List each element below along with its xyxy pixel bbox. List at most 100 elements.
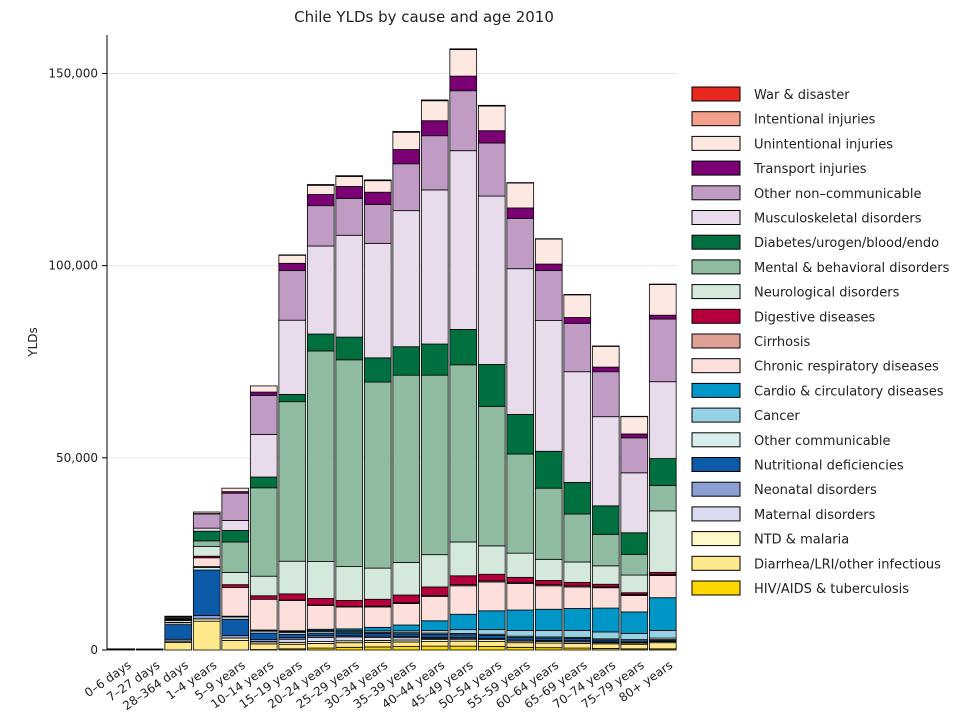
bar-segment [307,643,334,648]
legend-label: War & disaster [754,88,850,103]
legend-swatch [692,285,740,299]
legend-label: Diabetes/urogen/blood/endo [754,236,939,251]
bar-segment [564,318,591,324]
legend-swatch [692,112,740,126]
bar-segment [592,608,619,632]
bar-segment [450,151,477,330]
bar-segment [478,106,505,131]
bar-segment [364,627,391,630]
bar-segment [393,375,420,562]
bar-stack [592,346,619,650]
bar-segment [507,454,534,553]
bar-segment [307,562,334,599]
legend-item: Musculoskeletal disorders [692,211,922,227]
legend-label: Other communicable [754,434,891,449]
bar-segment [193,567,220,570]
bar-segment [592,584,619,587]
bar-segment [564,608,591,630]
bar-segment [478,611,505,630]
bar-segment [250,392,277,395]
bar-segment [222,619,249,635]
bar-segment [336,633,363,636]
legend-label: Digestive diseases [754,310,876,325]
bar-segment [279,561,306,594]
bar-segment [307,334,334,351]
bar-segment [450,49,477,50]
bar-segment [564,323,591,371]
bar-segment [336,567,363,601]
bar-segment [307,351,334,562]
legend-swatch [692,507,740,521]
bar-segment [535,239,562,264]
legend-swatch [692,211,740,225]
y-tick-label: 150,000 [48,66,98,80]
legend-label: HIV/AIDS & tuberculosis [754,582,909,597]
bar-segment [393,642,420,647]
bar-segment [393,131,420,132]
legend-item: NTD & malaria [692,532,849,548]
bar-segment [507,637,534,640]
bar-segment [450,50,477,77]
legend-swatch [692,309,740,323]
legend-swatch [692,532,740,546]
bar-segment [336,607,363,629]
bar-segment [507,414,534,454]
bar-segment [478,574,505,581]
legend-label: Neonatal disorders [754,483,877,498]
bar-segment [364,633,391,636]
bar-segment [421,634,448,637]
bar-segment [507,553,534,577]
bar-segment [250,396,277,435]
legend-item: Chronic respiratory diseases [692,359,939,375]
bar-stack [279,255,306,650]
bar-segment [336,186,363,198]
legend-item: HIV/AIDS & tuberculosis [692,581,909,597]
legend-label: Maternal disorders [754,508,876,523]
bar-segment [592,367,619,372]
bar-segment [478,131,505,143]
bar-segment [535,271,562,321]
bar-segment [307,633,334,636]
bar-stack [336,176,363,650]
bar-segment [222,635,249,638]
bar-segment [193,528,220,531]
bar-segment [421,100,448,101]
y-tick-label: 100,000 [48,259,98,273]
bar-segment [592,644,619,649]
bar-segment [222,488,249,491]
bar-segment [336,176,363,186]
legend-item: Cirrhosis [692,334,810,350]
legend-item: Nutritional deficiencies [692,458,904,474]
bar-segment [364,243,391,358]
legend-swatch [692,482,740,496]
bar-segment [193,531,220,541]
bar-segment [535,586,562,609]
legend-swatch [692,433,740,447]
bar-segment [250,434,277,477]
bar-segment [364,599,391,606]
legend-label: Transport injuries [753,162,867,177]
legend-item: Intentional injuries [692,112,876,128]
bar-segment [222,493,249,520]
bar-segment [564,295,591,318]
bar-segment [478,647,505,650]
bar-segment [364,205,391,244]
bar-stack [564,294,591,650]
bar-segment [307,605,334,629]
bar-segment [193,541,220,547]
bar-segment [336,643,363,648]
legend-item: Other non–communicable [692,186,921,202]
bar-segment [535,264,562,271]
bar-segment [222,530,249,542]
bar-segment [621,417,648,434]
bar-segment [364,642,391,647]
bar-segment [250,596,277,599]
bar-segment [393,164,420,211]
bar-segment [621,434,648,438]
bar-stack [621,416,648,650]
legend-item: Other communicable [692,433,891,449]
bar-segment [336,600,363,606]
y-axis-label: YLDs [26,327,40,358]
bar-segment [507,584,534,611]
bar-segment [222,542,249,572]
